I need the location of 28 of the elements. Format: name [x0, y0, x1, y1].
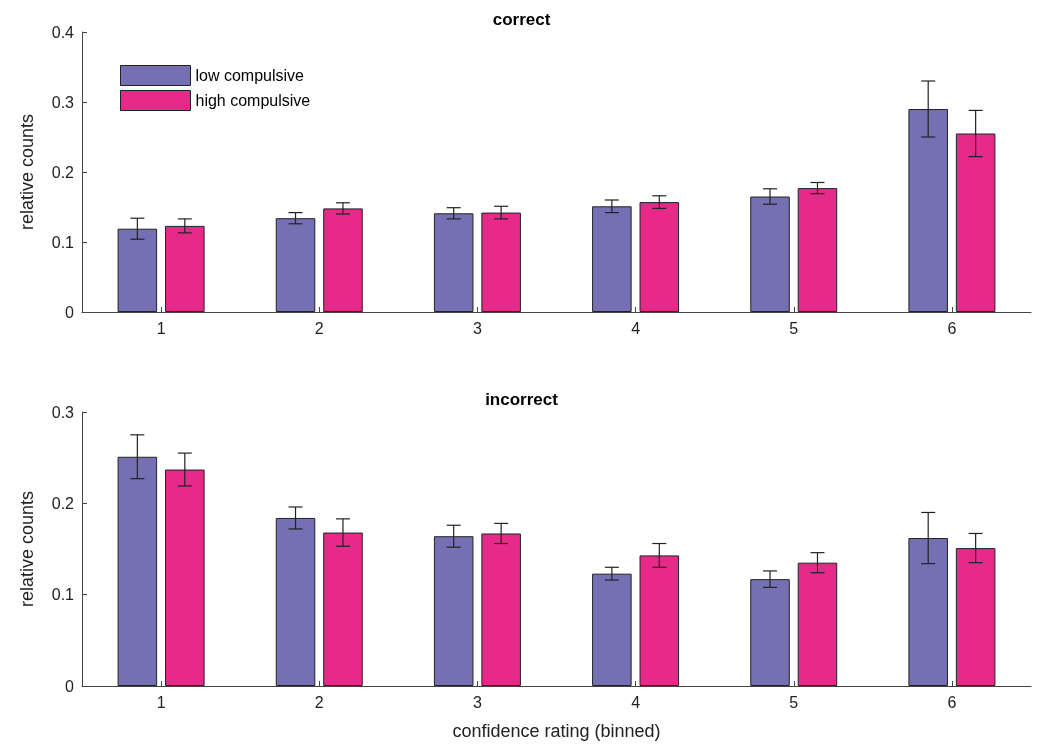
- x-tick-label: 2: [314, 319, 324, 337]
- y-tick-label: 0.3: [51, 403, 75, 421]
- y-tick-label: 0.2: [51, 494, 75, 512]
- x-tick-label: 1: [156, 693, 166, 711]
- y-tick-label: 0.2: [51, 163, 75, 181]
- y-tick-label: 0: [65, 677, 75, 695]
- x-tick-label: 5: [789, 319, 799, 337]
- x-axis-title: confidence rating (binned): [452, 721, 661, 741]
- x-tick-label: 4: [631, 693, 641, 711]
- y-axis-title: relative counts: [17, 113, 37, 231]
- x-tick-label: 6: [947, 693, 957, 711]
- y-tick-label: 0.1: [51, 586, 75, 604]
- chart-title: incorrect: [485, 390, 559, 409]
- legend-label: high compulsive: [195, 92, 311, 109]
- y-tick-label: 0.1: [51, 233, 75, 251]
- y-tick-label: 0.3: [51, 93, 75, 111]
- x-tick-label: 1: [156, 319, 166, 337]
- y-tick-label: 0.4: [51, 23, 75, 41]
- x-tick-label: 3: [472, 319, 482, 337]
- x-tick-label: 3: [472, 693, 482, 711]
- y-tick-label: 0: [65, 303, 75, 321]
- chart-title: correct: [492, 10, 551, 29]
- x-tick-label: 2: [314, 693, 324, 711]
- x-tick-label: 6: [947, 319, 957, 337]
- x-tick-label: 4: [631, 319, 641, 337]
- x-tick-label: 5: [789, 693, 799, 711]
- legend-label: low compulsive: [195, 67, 305, 84]
- y-axis-title: relative counts: [17, 490, 37, 608]
